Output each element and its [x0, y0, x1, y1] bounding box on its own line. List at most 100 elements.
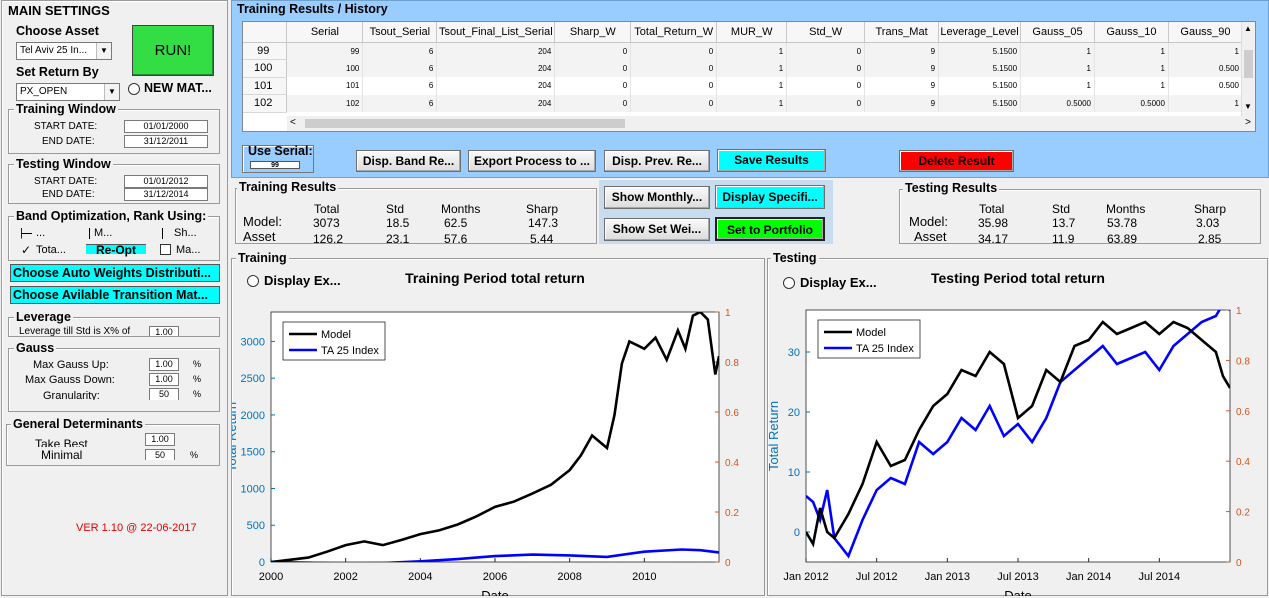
max-up-input[interactable]: 1.00	[149, 358, 179, 371]
table-cell[interactable]: 1	[1094, 59, 1169, 77]
table-cell[interactable]: 6	[362, 42, 438, 60]
testing-display-ex-radio[interactable]	[783, 277, 795, 289]
leverage-input[interactable]: 1.00	[149, 326, 179, 336]
use-serial-input[interactable]: 99	[250, 161, 300, 169]
table-cell[interactable]: 9	[864, 42, 940, 60]
table-cell[interactable]: 0.5000	[1094, 94, 1169, 112]
table-cell[interactable]: 1	[716, 42, 788, 60]
export-button[interactable]: Export Process to ...	[468, 150, 596, 172]
test-end-input[interactable]: 31/12/2014	[124, 188, 208, 201]
take-best-input[interactable]: 1.00	[145, 433, 175, 446]
table-cell[interactable]: 204	[436, 59, 556, 77]
column-header[interactable]: Tsout_Serial	[362, 22, 438, 43]
table-cell[interactable]: 99	[286, 42, 364, 60]
row-header[interactable]: 102	[243, 94, 288, 113]
table-cell[interactable]: 0	[786, 42, 866, 60]
table-cell[interactable]: 1	[716, 59, 788, 77]
scroll-thumb[interactable]	[1244, 50, 1253, 78]
table-cell[interactable]: 5.1500	[938, 59, 1022, 77]
table-cell[interactable]: 1	[1020, 77, 1095, 95]
column-header[interactable]: Leverage_Level	[938, 22, 1022, 43]
table-cell[interactable]: 0	[786, 77, 866, 95]
reopt-button[interactable]: Re-Opt	[86, 244, 146, 256]
table-row[interactable]: 102 102 6 204 0 0 1 0 9 5.1500 0.5000 0.5000 1	[243, 94, 1244, 113]
column-header[interactable]: Gauss_05	[1020, 22, 1095, 43]
column-header[interactable]: Gauss_10	[1094, 22, 1169, 43]
table-cell[interactable]: 5.1500	[938, 42, 1022, 60]
scroll-right-icon[interactable]: >	[1245, 117, 1251, 128]
table-cell[interactable]: 6	[362, 94, 438, 112]
table-cell[interactable]: 1	[1168, 94, 1244, 112]
show-monthly-button[interactable]: Show Monthly...	[604, 186, 710, 209]
table-row[interactable]: 100 100 6 204 0 0 1 0 9 5.1500 1 1 0.500	[243, 59, 1244, 78]
delete-result-button[interactable]: Delete Result	[899, 150, 1014, 172]
table-cell[interactable]: 6	[362, 77, 438, 95]
train-start-input[interactable]: 01/01/2000	[124, 120, 208, 133]
table-cell[interactable]: 1	[1020, 42, 1095, 60]
table-cell[interactable]: 0	[554, 94, 632, 112]
asset-dropdown[interactable]: Tel Aviv 25 In... ▼	[16, 42, 112, 60]
column-header[interactable]: MUR_W	[716, 22, 788, 43]
column-header[interactable]: Std_W	[786, 22, 866, 43]
table-cell[interactable]: 0	[630, 77, 718, 95]
table-cell[interactable]: 0	[554, 77, 632, 95]
table-cell[interactable]: 0.500	[1168, 77, 1244, 95]
table-cell[interactable]: 1	[1020, 59, 1095, 77]
table-cell[interactable]: 0	[630, 59, 718, 77]
scroll-down-icon[interactable]: ▼	[1244, 102, 1252, 111]
save-results-button[interactable]: Save Results	[717, 149, 826, 172]
table-cell[interactable]: 1	[1094, 42, 1169, 60]
cb4-checkbox[interactable]: ✓	[21, 243, 32, 257]
disp-prev-button[interactable]: Disp. Prev. Re...	[604, 150, 710, 172]
new-mat-radio[interactable]	[128, 83, 140, 95]
table-cell[interactable]: 204	[436, 77, 556, 95]
table-cell[interactable]: 0	[786, 94, 866, 112]
auto-weights-button[interactable]: Choose Auto Weights Distributi...	[10, 264, 220, 282]
table-cell[interactable]: 101	[286, 77, 364, 95]
column-header[interactable]: Total_Return_W	[630, 22, 718, 43]
cb5-checkbox[interactable]	[160, 244, 171, 255]
gran-input[interactable]: 50	[149, 388, 179, 400]
row-header[interactable]: 100	[243, 59, 288, 78]
column-header[interactable]: Serial	[286, 22, 364, 43]
table-cell[interactable]: 0.5000	[1020, 94, 1095, 112]
table-cell[interactable]: 102	[286, 94, 364, 112]
table-cell[interactable]: 100	[286, 59, 364, 77]
vertical-scrollbar[interactable]: ▲ ▼	[1241, 22, 1255, 116]
disp-band-button[interactable]: Disp. Band Re...	[356, 150, 461, 172]
run-button[interactable]: RUN!	[132, 25, 214, 76]
table-cell[interactable]: 9	[864, 94, 940, 112]
table-cell[interactable]: 5.1500	[938, 77, 1022, 95]
column-header[interactable]: Gauss_90	[1168, 22, 1244, 43]
table-cell[interactable]: 9	[864, 77, 940, 95]
table-row[interactable]: 101 101 6 204 0 0 1 0 9 5.1500 1 1 0.500	[243, 77, 1244, 95]
training-display-ex-radio[interactable]	[247, 275, 259, 287]
show-set-button[interactable]: Show Set Wei...	[604, 218, 710, 241]
table-cell[interactable]: 204	[436, 94, 556, 112]
avail-trans-button[interactable]: Choose Avilable Transition Mat...	[10, 286, 220, 304]
column-header[interactable]: Sharp_W	[554, 22, 632, 43]
h-scroll-thumb[interactable]	[305, 119, 625, 128]
table-cell[interactable]: 1	[716, 77, 788, 95]
table-cell[interactable]: 6	[362, 59, 438, 77]
table-cell[interactable]: 9	[864, 59, 940, 77]
table-cell[interactable]: 1	[1168, 42, 1244, 60]
table-cell[interactable]: 0	[630, 94, 718, 112]
train-end-input[interactable]: 31/12/2011	[124, 135, 208, 148]
table-cell[interactable]: 204	[436, 42, 556, 60]
scroll-left-icon[interactable]: <	[290, 117, 296, 128]
table-cell[interactable]: 5.1500	[938, 94, 1022, 112]
table-cell[interactable]: 0	[554, 59, 632, 77]
table-cell[interactable]: 1	[1094, 77, 1169, 95]
display-spec-button[interactable]: Display Specifi...	[715, 185, 825, 209]
horizontal-scrollbar[interactable]: < >	[287, 116, 1255, 131]
table-cell[interactable]: 0	[786, 59, 866, 77]
table-cell[interactable]: 0	[554, 42, 632, 60]
row-header[interactable]: 101	[243, 77, 288, 95]
table-cell[interactable]: 0.500	[1168, 59, 1244, 77]
scroll-up-icon[interactable]: ▲	[1244, 24, 1252, 33]
return-dropdown[interactable]: PX_OPEN ▼	[16, 83, 120, 101]
max-down-input[interactable]: 1.00	[149, 373, 179, 386]
set-portfolio-button[interactable]: Set to Portfolio	[715, 217, 825, 241]
test-start-input[interactable]: 01/01/2012	[124, 175, 208, 188]
